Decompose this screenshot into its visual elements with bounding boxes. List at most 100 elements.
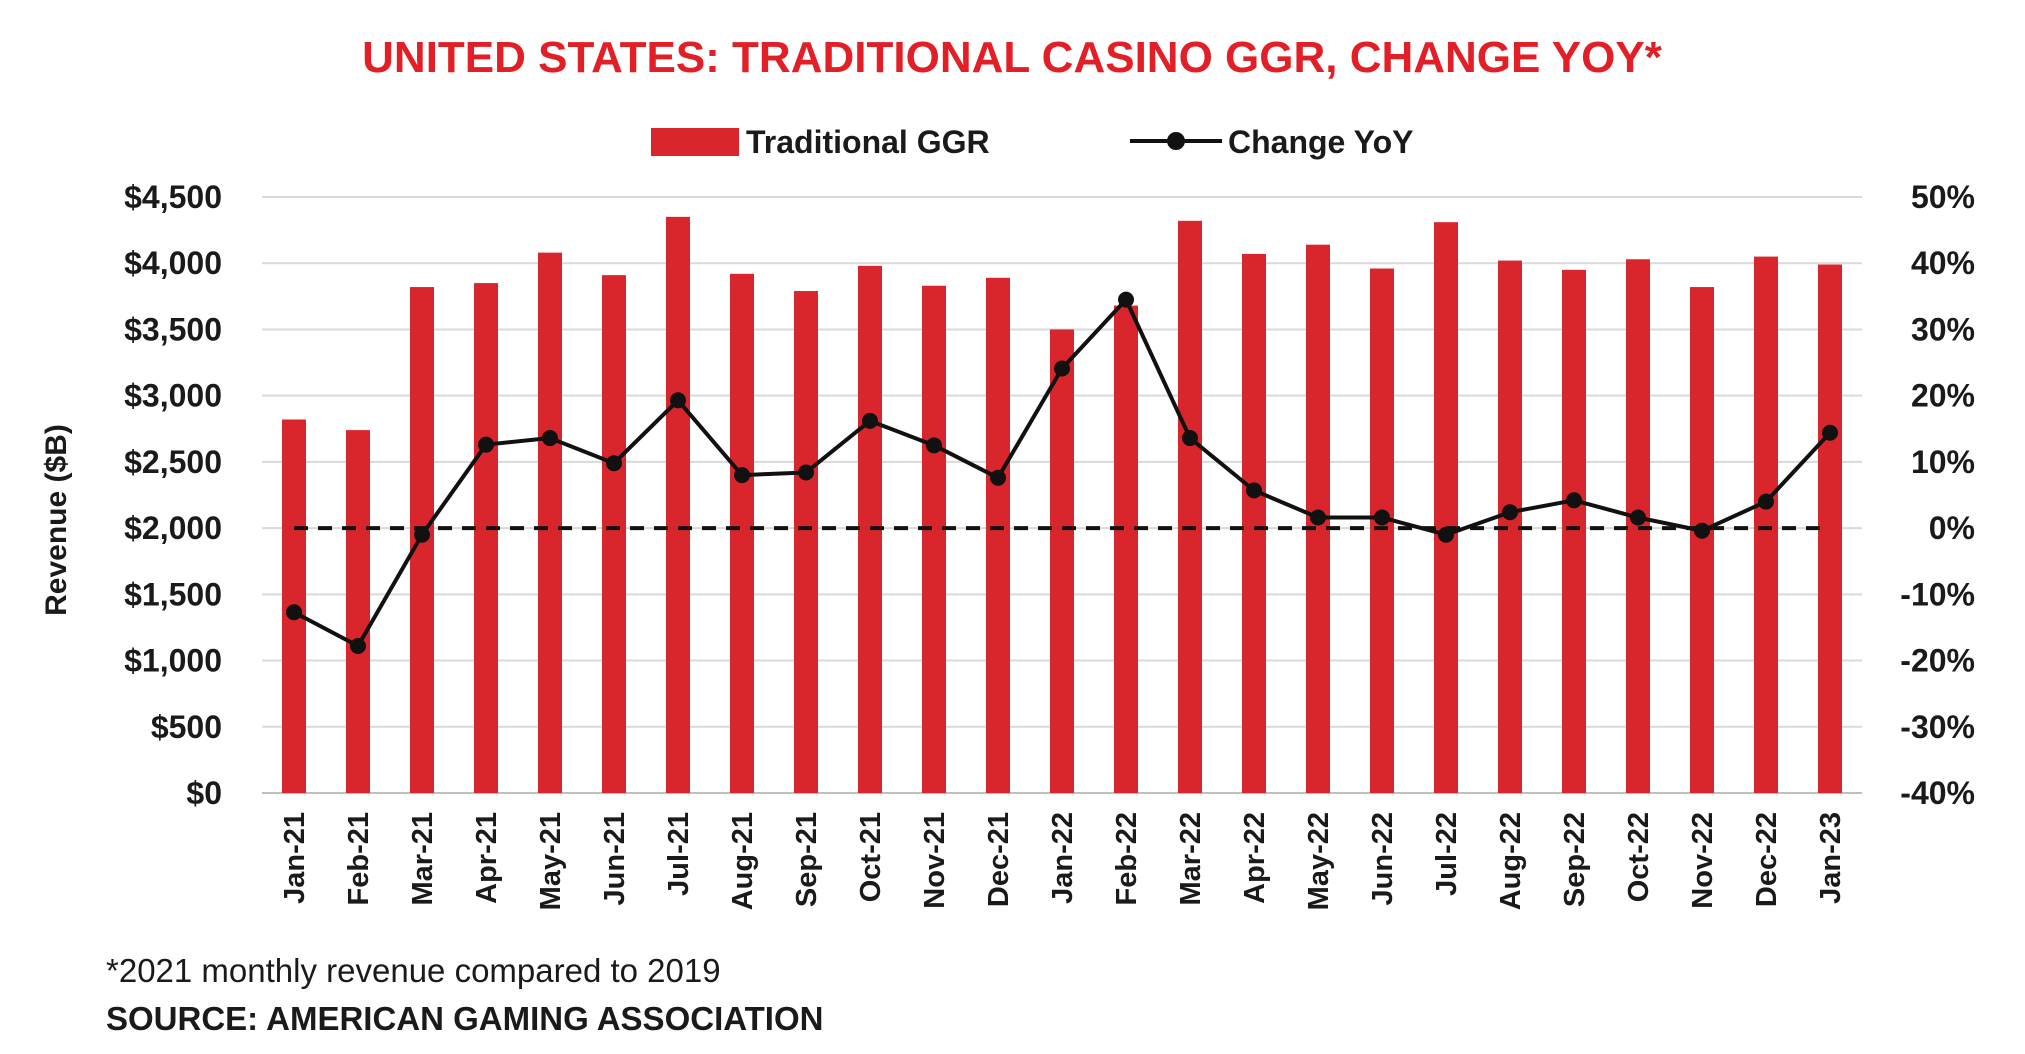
yoy-point <box>1438 526 1454 543</box>
yoy-point <box>1054 360 1070 377</box>
yoy-point <box>1822 424 1838 441</box>
bar-series <box>282 216 1842 794</box>
x-tick-label: Jul-21 <box>663 812 695 896</box>
x-tick-label: May-22 <box>1303 812 1335 910</box>
x-axis-ticks: Jan-21 Feb-21 Mar-21 Apr-21 May-21 Jun-21 Jul-… <box>279 812 1847 910</box>
x-tick-label: Jan-23 <box>1815 812 1847 904</box>
x-tick-label: Mar-21 <box>407 812 439 906</box>
x-tick-label: May-21 <box>535 812 567 910</box>
y2-tick-label: 10% <box>1911 444 1975 480</box>
x-tick-label: Mar-22 <box>1175 812 1207 906</box>
yoy-point <box>1694 522 1710 539</box>
bar <box>986 277 1010 793</box>
yoy-point <box>1630 509 1646 526</box>
footnote: *2021 monthly revenue compared to 2019 <box>106 952 721 989</box>
bar <box>1690 287 1714 793</box>
chart-title: UNITED STATES: TRADITIONAL CASINO GGR, C… <box>362 33 1663 82</box>
y-tick-label: $2,000 <box>124 510 222 546</box>
y-tick-label: $4,000 <box>124 245 222 281</box>
bar <box>602 275 626 793</box>
y2-tick-label: 20% <box>1911 378 1975 414</box>
y2-tick-label: -20% <box>1900 643 1975 679</box>
bar <box>730 273 754 794</box>
x-tick-label: Jun-22 <box>1367 812 1399 905</box>
x-tick-label: Jun-21 <box>599 812 631 905</box>
x-tick-label: Aug-22 <box>1495 812 1527 910</box>
x-tick-label: Apr-21 <box>471 812 503 904</box>
x-tick-label: Aug-21 <box>727 812 759 910</box>
yoy-point <box>350 637 366 654</box>
yoy-point <box>286 604 302 621</box>
x-tick-label: Jan-22 <box>1047 812 1079 904</box>
bar <box>922 285 946 793</box>
bar <box>1370 268 1394 793</box>
yoy-point <box>798 464 814 481</box>
yoy-point <box>478 436 494 453</box>
bar <box>474 283 498 793</box>
y2-tick-label: 30% <box>1911 311 1975 347</box>
x-tick-label: Sep-22 <box>1559 812 1591 907</box>
x-tick-label: Jul-22 <box>1431 812 1463 896</box>
x-tick-label: Oct-22 <box>1623 812 1655 902</box>
y-tick-label: $1,000 <box>124 643 222 679</box>
y2-tick-label: -40% <box>1900 775 1975 811</box>
yoy-point <box>990 469 1006 486</box>
yoy-point <box>414 526 430 543</box>
x-tick-label: Dec-21 <box>983 812 1015 907</box>
yoy-point <box>670 392 686 409</box>
yoy-point <box>606 455 622 472</box>
yoy-point <box>734 467 750 484</box>
y-tick-label: $1,500 <box>124 576 222 612</box>
x-tick-label: Oct-21 <box>855 812 887 902</box>
bar <box>1562 269 1586 793</box>
y-axis-left-ticks: $0 $500 $1,000 $1,500 $2,000 $2,500 $3,000 $3,5… <box>124 179 222 811</box>
bar <box>794 291 818 793</box>
legend-label-ggr: Traditional GGR <box>746 124 990 160</box>
y-tick-label: $0 <box>186 775 222 811</box>
yoy-point <box>1310 509 1326 526</box>
yoy-point <box>1246 482 1262 499</box>
line-series <box>286 291 1838 654</box>
y-tick-label: $500 <box>151 709 222 745</box>
bar <box>1818 264 1842 794</box>
bar <box>1178 220 1202 794</box>
yoy-point <box>542 430 558 447</box>
bar <box>1114 305 1138 793</box>
x-tick-label: Feb-22 <box>1111 812 1143 905</box>
legend-label-yoy: Change YoY <box>1228 124 1414 160</box>
y-tick-label: $3,000 <box>124 378 222 414</box>
bar <box>1754 256 1778 794</box>
y-axis-right-ticks: -40% -30% -20% -10% 0% 10% 20% 30% 40% 50% <box>1900 179 1975 811</box>
x-tick-label: Sep-21 <box>791 812 823 907</box>
yoy-point <box>926 437 942 454</box>
x-tick-label: Nov-22 <box>1687 812 1719 909</box>
yoy-point <box>1566 492 1582 509</box>
bar <box>666 216 690 793</box>
x-tick-label: Nov-21 <box>919 812 951 909</box>
x-tick-label: Apr-22 <box>1239 812 1271 904</box>
legend-marker-yoy <box>1167 132 1185 150</box>
x-tick-label: Feb-21 <box>343 812 375 905</box>
yoy-point <box>1374 509 1390 526</box>
bar <box>1050 329 1074 793</box>
legend-swatch-ggr <box>651 128 739 156</box>
yoy-point <box>1502 504 1518 521</box>
y2-tick-label: 0% <box>1929 510 1975 546</box>
x-tick-label: Dec-22 <box>1751 812 1783 907</box>
y2-tick-label: 40% <box>1911 245 1975 281</box>
bar <box>1242 253 1266 793</box>
y-tick-label: $2,500 <box>124 444 222 480</box>
y2-tick-label: -10% <box>1900 576 1975 612</box>
legend: Traditional GGR Change YoY <box>651 124 1414 160</box>
x-tick-label: Jan-21 <box>279 812 311 904</box>
yoy-point <box>1118 291 1134 308</box>
y-tick-label: $4,500 <box>124 179 222 215</box>
yoy-point <box>1182 430 1198 447</box>
y-tick-label: $3,500 <box>124 311 222 347</box>
yoy-point <box>1758 493 1774 510</box>
y2-tick-label: -30% <box>1900 709 1975 745</box>
bar <box>1434 222 1458 794</box>
bar <box>346 430 370 793</box>
y-axis-label: Revenue ($B) <box>40 424 73 616</box>
